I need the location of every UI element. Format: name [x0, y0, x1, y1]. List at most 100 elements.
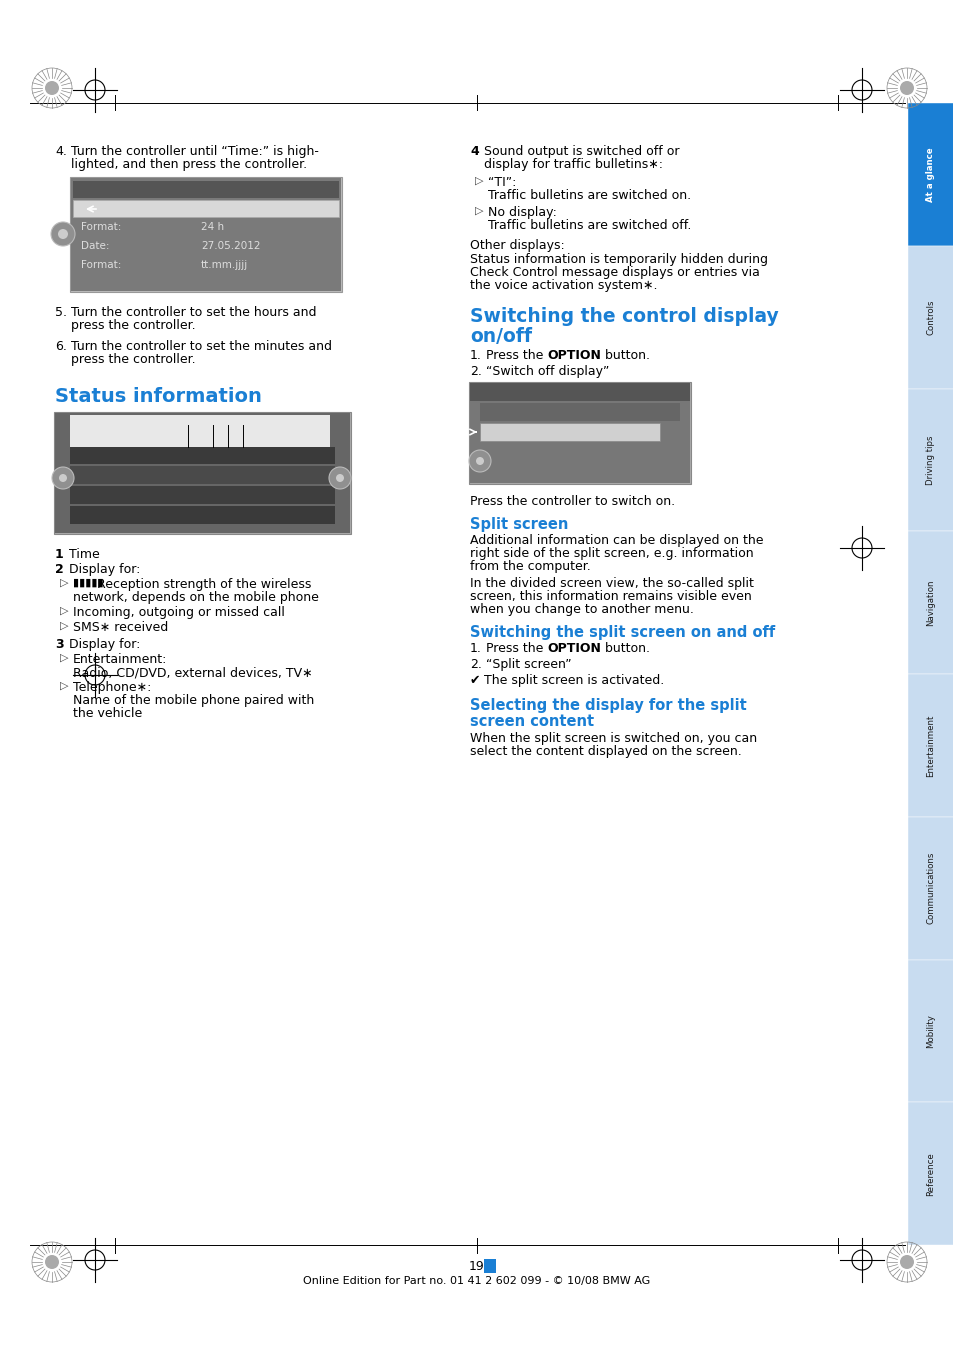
Circle shape: [52, 467, 74, 489]
Text: ✔: ✔: [470, 674, 480, 687]
Text: Status information is temporarily hidden during: Status information is temporarily hidden…: [470, 252, 767, 266]
Text: Traffic bulletins are switched off.: Traffic bulletins are switched off.: [488, 219, 691, 232]
Text: Switching the split screen on and off: Switching the split screen on and off: [470, 625, 775, 640]
Text: from the computer.: from the computer.: [470, 560, 590, 572]
Text: Radio, CD/DVD, external devices, TV∗: Radio, CD/DVD, external devices, TV∗: [73, 666, 313, 679]
Text: No display:: No display:: [488, 207, 557, 219]
Text: when you change to another menu.: when you change to another menu.: [470, 603, 693, 616]
Text: 3: 3: [55, 639, 64, 651]
Text: Press the: Press the: [485, 350, 547, 362]
Text: 2.: 2.: [470, 364, 481, 378]
Text: Date:: Date:: [81, 242, 110, 251]
Text: 2: 2: [210, 417, 216, 427]
Text: ▷: ▷: [475, 207, 483, 216]
Text: Turn the controller to set the minutes and: Turn the controller to set the minutes a…: [71, 340, 332, 352]
Text: Split screen: Split screen: [470, 517, 568, 532]
Text: Mobility: Mobility: [925, 1014, 935, 1048]
Text: SMS∗ received: SMS∗ received: [73, 621, 168, 634]
Bar: [470, 383, 689, 401]
Text: select the content displayed on the screen.: select the content displayed on the scre…: [470, 745, 741, 757]
Text: 5.: 5.: [55, 306, 67, 319]
Text: Time: Time: [69, 548, 100, 562]
Circle shape: [45, 1256, 59, 1269]
Text: 2: 2: [55, 563, 64, 576]
Bar: [73, 200, 338, 217]
Text: 12/99: 12/99: [274, 509, 302, 518]
Text: 4: 4: [470, 144, 478, 158]
Text: Turn the controller until “Time:” is high-: Turn the controller until “Time:” is hig…: [71, 144, 318, 158]
Text: Entertainment: Entertainment: [925, 714, 935, 776]
Circle shape: [335, 474, 344, 482]
Text: Other displays:: Other displays:: [470, 239, 564, 252]
Circle shape: [899, 1256, 913, 1269]
Text: 1:30 pm: 1:30 pm: [120, 450, 157, 458]
Text: Navigation: Navigation: [925, 579, 935, 626]
Text: □  split screen: □ split screen: [490, 406, 566, 416]
Text: OPTION: OPTION: [547, 350, 600, 362]
Text: Additional information can be displayed on the: Additional information can be displayed …: [470, 535, 762, 547]
Bar: [907, 1102, 953, 1245]
Text: Format:: Format:: [81, 221, 121, 232]
Bar: [469, 382, 690, 485]
Bar: [907, 674, 953, 817]
Text: “TI”:: “TI”:: [488, 176, 516, 189]
Text: ▷: ▷: [60, 578, 69, 589]
Text: Telephone∗:: Telephone∗:: [73, 680, 152, 694]
Bar: [479, 423, 659, 441]
Bar: [54, 412, 351, 535]
Text: press the controller.: press the controller.: [71, 319, 195, 332]
Text: At a glance: At a glance: [925, 147, 935, 201]
Text: 3: 3: [225, 417, 232, 427]
Text: 1.: 1.: [470, 643, 481, 655]
Text: Turn the controller to set the hours and: Turn the controller to set the hours and: [71, 306, 316, 319]
Text: Switch off display: Switch off display: [486, 427, 578, 436]
Text: Name of the mobile phone paired with: Name of the mobile phone paired with: [73, 694, 314, 707]
Bar: [907, 246, 953, 389]
Text: ▮▮▮▮▮: ▮▮▮▮▮: [73, 578, 104, 589]
Text: Press the: Press the: [485, 643, 547, 655]
Bar: [55, 413, 350, 533]
Text: Reference: Reference: [925, 1152, 935, 1196]
Bar: [907, 103, 953, 246]
Text: on/off: on/off: [470, 327, 532, 346]
Text: ▷: ▷: [60, 653, 69, 663]
Bar: [70, 177, 341, 292]
Text: the voice activation system∗.: the voice activation system∗.: [470, 279, 657, 292]
Bar: [907, 532, 953, 674]
Bar: [907, 817, 953, 960]
Text: screen, this information remains visible even: screen, this information remains visible…: [470, 590, 751, 603]
Bar: [71, 178, 340, 292]
Text: Press the controller to switch on.: Press the controller to switch on.: [470, 495, 675, 508]
Text: Switching the control display: Switching the control display: [470, 306, 778, 325]
Text: ♪ Santana: ♪ Santana: [87, 468, 136, 479]
Text: ⌚ Time/Date: ⌚ Time/Date: [101, 184, 164, 193]
Text: 4.: 4.: [55, 144, 67, 158]
Text: 1: 1: [185, 417, 192, 427]
Text: lighted, and then press the controller.: lighted, and then press the controller.: [71, 158, 307, 171]
Text: 2.: 2.: [470, 657, 481, 671]
Circle shape: [51, 221, 75, 246]
Circle shape: [476, 458, 483, 464]
Bar: [70, 506, 335, 524]
Text: network, depends on the mobile phone: network, depends on the mobile phone: [73, 591, 318, 603]
Bar: [479, 404, 679, 421]
Text: ▮▮▮▮: ▮▮▮▮: [185, 450, 203, 458]
Text: Status information: Status information: [55, 387, 262, 406]
Text: ▷: ▷: [60, 680, 69, 691]
Text: press the controller.: press the controller.: [71, 352, 195, 366]
Text: ▷: ▷: [60, 606, 69, 616]
Bar: [483, 1260, 496, 1273]
Bar: [70, 414, 330, 447]
Text: The split screen is activated.: The split screen is activated.: [483, 674, 663, 687]
Text: Format:: Format:: [81, 261, 121, 270]
Text: 27.05.2012: 27.05.2012: [201, 242, 260, 251]
Text: OPTION: OPTION: [547, 643, 600, 655]
Text: Traffic bulletins are switched on.: Traffic bulletins are switched on.: [488, 189, 690, 202]
Text: the vehicle: the vehicle: [73, 707, 142, 720]
Text: 6.: 6.: [55, 340, 67, 352]
Text: Time:: Time:: [81, 202, 112, 213]
Text: 4: 4: [240, 417, 247, 427]
Text: 19: 19: [469, 1260, 484, 1273]
Text: Controls: Controls: [925, 300, 935, 335]
Text: Display for:: Display for:: [69, 563, 140, 576]
